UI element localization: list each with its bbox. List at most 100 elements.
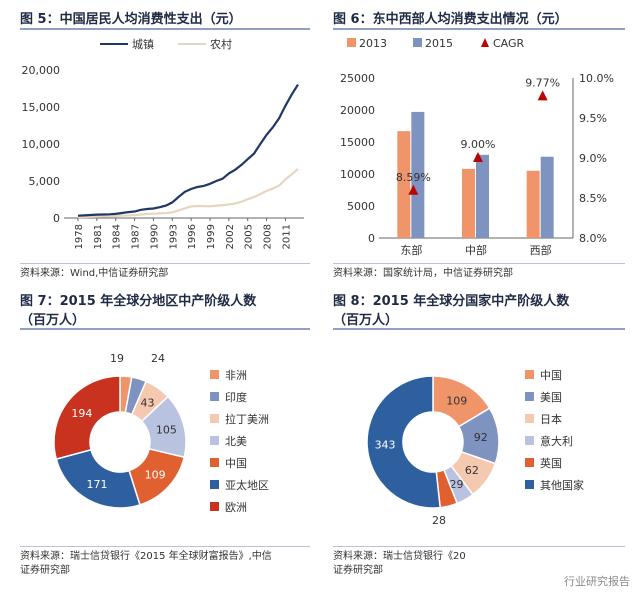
bar-2015-中部 [476, 154, 489, 238]
x-tick-label: 1990 [149, 224, 160, 249]
y2-tick-label: 10.0% [579, 72, 614, 85]
y-tick-label: 10000 [340, 168, 375, 181]
fig7-source: 资料来源：瑞士信贷银行《2015 年全球财富报告》,中信 证券研究部 [20, 550, 272, 578]
slice-label-非洲: 19 [110, 352, 124, 365]
legend-swatch-北美 [210, 436, 219, 445]
x-tick-label: 2005 [244, 224, 255, 249]
legend-swatch-中国 [525, 370, 534, 379]
fig8-title-rule [333, 328, 625, 330]
slice-label-日本: 62 [465, 464, 479, 477]
legend-label-日本: 日本 [540, 412, 562, 426]
slice-亚太地区 [55, 448, 141, 509]
y-tick-label: 15,000 [22, 101, 61, 114]
y2-tick-label: 8.5% [579, 192, 607, 205]
fig6-chart: 2013 2015 CAGR 0 5000 10000 15000 20000 25000 8.0… [340, 37, 614, 257]
bar-2015-东部 [411, 111, 425, 238]
bar-2013-西部 [526, 170, 540, 238]
fig6-title: 图 6：东中西部人均消费支出情况（元） [333, 12, 568, 27]
fig7-source-line2: 证券研究部 [20, 565, 70, 576]
slice-label-其他国家: 343 [375, 439, 396, 452]
legend-label-0: 城镇 [132, 37, 154, 51]
x-tick-label: 1999 [206, 224, 217, 249]
legend-swatch-拉丁美洲 [210, 414, 219, 423]
x-tick-label: 1978 [74, 224, 85, 249]
x-tick-label: 2002 [225, 224, 236, 249]
y-tick-label: 10,000 [22, 138, 61, 151]
x-tick-label: 中部 [465, 243, 487, 257]
bar-2015-西部 [540, 156, 554, 238]
cagr-label-中部: 9.00% [461, 138, 496, 151]
fig5-chart: 城镇 农村 0 5,000 10,000 15,000 20,000 1978 1981 1984… [22, 37, 304, 249]
fig8-source-rule [333, 546, 625, 547]
slice-其他国家 [366, 375, 442, 509]
y-tick-label: 5000 [347, 200, 375, 213]
legend-label-0: 2013 [359, 37, 387, 50]
fig7-panel: 图 7：2015 年全球分地区中产阶级人数 （百万人） 19 24 43 105 109… [20, 290, 310, 590]
slice-欧洲 [53, 375, 121, 461]
x-tick-label: 东部 [400, 243, 422, 257]
legend-label-其他国家: 其他国家 [540, 478, 584, 492]
legend-swatch-1 [413, 38, 422, 47]
y-tick-label: 15000 [340, 136, 375, 149]
x-tick-label: 1981 [93, 224, 104, 249]
series-line-城镇 [77, 84, 299, 217]
legend-swatch-中国 [210, 458, 219, 467]
x-tick-label: 西部 [530, 243, 552, 257]
slice-label-欧洲: 194 [71, 407, 92, 420]
fig6-source-rule [333, 263, 625, 264]
bar-2013-东部 [397, 131, 411, 238]
legend-label-中国: 中国 [540, 369, 562, 382]
fig8-source: 资料来源：瑞士信贷银行《20 证券研究部 [333, 550, 466, 578]
legend-label-1: 2015 [425, 37, 453, 50]
legend-swatch-欧洲 [210, 502, 219, 511]
legend-swatch-日本 [525, 414, 534, 423]
slice-label-美国: 92 [474, 431, 488, 444]
slice-label-亚太地区: 171 [86, 478, 107, 491]
fig5-source-rule [20, 263, 310, 264]
legend-label-意大利: 意大利 [540, 434, 573, 448]
x-tick-label: 1993 [168, 224, 179, 249]
fig7-subtitle: （百万人） [20, 313, 86, 328]
legend-swatch-英国 [525, 458, 534, 467]
fig7-title-rule [20, 328, 310, 330]
series-line-农村 [77, 168, 299, 219]
y2-tick-label: 9.0% [579, 152, 607, 165]
y-tick-label: 5,000 [29, 175, 61, 188]
legend-label-亚太地区: 亚太地区 [225, 479, 269, 492]
legend-label-印度: 印度 [225, 390, 247, 404]
legend-swatch-2 [481, 38, 489, 47]
watermark: 行业研究报告 [564, 575, 630, 588]
y-tick-label: 20000 [340, 104, 375, 117]
slice-label-印度: 24 [151, 352, 165, 365]
legend-swatch-非洲 [210, 370, 219, 379]
legend-swatch-0 [347, 38, 356, 47]
cagr-label-东部: 8.59% [396, 171, 431, 184]
legend-label-英国: 英国 [540, 456, 562, 470]
legend-swatch-亚太地区 [210, 480, 219, 489]
fig7-title: 图 7：2015 年全球分地区中产阶级人数 [20, 294, 257, 309]
legend-label-非洲: 非洲 [225, 369, 247, 382]
y2-tick-label: 8.0% [579, 232, 607, 245]
legend-swatch-意大利 [525, 436, 534, 445]
legend-label-北美: 北美 [225, 435, 247, 448]
cagr-marker-西部 [537, 90, 548, 101]
y-tick-label: 0 [53, 212, 60, 225]
legend-swatch-印度 [210, 392, 219, 401]
slice-label-拉丁美洲: 43 [140, 397, 154, 410]
x-tick-label: 1984 [112, 224, 123, 249]
fig5-title: 图 5：中国居民人均消费性支出（元） [20, 12, 242, 27]
fig8-title: 图 8：2015 年全球分国家中产阶级人数 [333, 294, 570, 309]
fig8-source-line2: 证券研究部 [333, 565, 383, 576]
x-tick-label: 2011 [281, 224, 292, 249]
legend-label-拉丁美洲: 拉丁美洲 [225, 412, 269, 426]
fig5-title-rule [20, 28, 310, 30]
slice-label-中国: 109 [446, 394, 467, 407]
legend-swatch-美国 [525, 392, 534, 401]
y2-tick-label: 9.5% [579, 112, 607, 125]
fig7-source-line1: 资料来源：瑞士信贷银行《2015 年全球财富报告》,中信 [20, 551, 272, 562]
legend-label-欧洲: 欧洲 [225, 501, 247, 514]
fig6-title-rule [333, 28, 625, 30]
x-tick-label: 1996 [187, 224, 198, 249]
